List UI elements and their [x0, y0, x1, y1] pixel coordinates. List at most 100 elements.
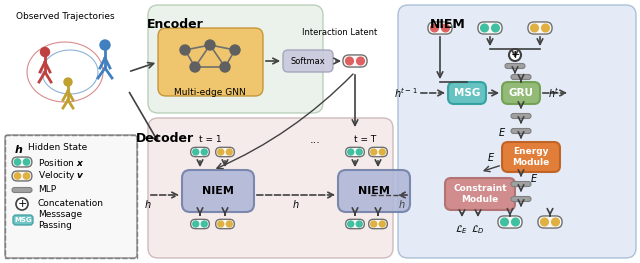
Text: +: + [510, 50, 520, 60]
FancyBboxPatch shape [216, 219, 234, 229]
Text: MSG: MSG [14, 217, 32, 223]
Text: t = T: t = T [354, 135, 376, 144]
Text: ...: ... [310, 135, 321, 145]
Text: Multi-edge GNN: Multi-edge GNN [174, 88, 246, 97]
Circle shape [64, 78, 72, 86]
Circle shape [371, 221, 377, 227]
Text: $E$: $E$ [530, 172, 538, 184]
Circle shape [500, 218, 508, 226]
Circle shape [356, 57, 364, 65]
FancyBboxPatch shape [428, 22, 452, 34]
Text: $h$: $h$ [398, 198, 406, 210]
Text: $E$: $E$ [487, 151, 495, 163]
FancyBboxPatch shape [191, 219, 209, 229]
Circle shape [481, 24, 488, 32]
Text: MSG: MSG [454, 88, 480, 98]
Text: t = 1: t = 1 [198, 135, 221, 144]
Circle shape [227, 221, 232, 227]
Circle shape [220, 62, 230, 72]
FancyBboxPatch shape [12, 171, 32, 181]
FancyBboxPatch shape [182, 170, 254, 212]
FancyBboxPatch shape [5, 135, 137, 258]
Circle shape [531, 24, 538, 32]
FancyBboxPatch shape [369, 219, 387, 229]
FancyBboxPatch shape [346, 219, 364, 229]
Circle shape [23, 173, 29, 179]
Text: $h^{t-1}$: $h^{t-1}$ [394, 86, 418, 100]
FancyBboxPatch shape [448, 82, 486, 104]
Circle shape [23, 159, 29, 165]
Text: $\boldsymbol{h}$: $\boldsymbol{h}$ [14, 143, 23, 155]
Text: $\mathcal{L}_E$: $\mathcal{L}_E$ [456, 223, 468, 236]
FancyBboxPatch shape [511, 74, 531, 79]
Text: Velocity $\boldsymbol{v}$: Velocity $\boldsymbol{v}$ [38, 169, 85, 183]
FancyBboxPatch shape [478, 22, 502, 34]
FancyBboxPatch shape [12, 188, 32, 193]
Text: Hidden State: Hidden State [28, 143, 87, 152]
FancyBboxPatch shape [502, 82, 540, 104]
Circle shape [193, 221, 199, 227]
Text: $E$: $E$ [498, 126, 506, 138]
FancyBboxPatch shape [511, 196, 531, 201]
FancyBboxPatch shape [538, 216, 562, 228]
FancyBboxPatch shape [13, 215, 33, 225]
Circle shape [442, 24, 449, 32]
Text: $h$: $h$ [292, 198, 300, 210]
FancyBboxPatch shape [398, 5, 636, 258]
FancyBboxPatch shape [369, 147, 387, 157]
Circle shape [218, 221, 224, 227]
Circle shape [14, 159, 20, 165]
FancyBboxPatch shape [12, 157, 32, 167]
FancyBboxPatch shape [528, 22, 552, 34]
Circle shape [348, 149, 354, 155]
FancyBboxPatch shape [445, 178, 515, 210]
Text: GRU: GRU [509, 88, 534, 98]
FancyBboxPatch shape [511, 181, 531, 186]
FancyBboxPatch shape [502, 142, 560, 172]
Circle shape [371, 149, 377, 155]
Circle shape [193, 149, 199, 155]
Text: MLP: MLP [38, 185, 56, 195]
Circle shape [227, 149, 232, 155]
Circle shape [218, 149, 224, 155]
FancyBboxPatch shape [148, 5, 323, 113]
Text: Encoder: Encoder [147, 18, 204, 31]
Text: +: + [17, 199, 27, 209]
FancyBboxPatch shape [338, 170, 410, 212]
Text: Energy
Module: Energy Module [513, 147, 550, 167]
Circle shape [431, 24, 438, 32]
Circle shape [348, 221, 354, 227]
Circle shape [100, 40, 110, 50]
Text: Decoder: Decoder [136, 132, 194, 145]
Circle shape [40, 48, 49, 57]
Circle shape [511, 218, 519, 226]
Text: Observed Trajectories: Observed Trajectories [16, 12, 115, 21]
Text: $h^{t}$: $h^{t}$ [548, 86, 560, 100]
Text: NIEM: NIEM [202, 186, 234, 196]
FancyBboxPatch shape [343, 55, 367, 67]
FancyBboxPatch shape [511, 129, 531, 134]
Text: Interaction Latent: Interaction Latent [302, 28, 378, 37]
FancyBboxPatch shape [511, 114, 531, 119]
Bar [5, 135, 137, 258]
Circle shape [190, 62, 200, 72]
FancyBboxPatch shape [346, 147, 364, 157]
Circle shape [346, 57, 353, 65]
Text: Concatenation: Concatenation [38, 200, 104, 209]
Circle shape [541, 24, 549, 32]
Circle shape [509, 49, 521, 61]
Text: NIEM: NIEM [430, 18, 466, 31]
Text: $\mathcal{L}_D$: $\mathcal{L}_D$ [471, 223, 485, 236]
Circle shape [356, 149, 362, 155]
Circle shape [201, 149, 207, 155]
Text: $h$: $h$ [144, 198, 152, 210]
Circle shape [492, 24, 499, 32]
Circle shape [552, 218, 559, 226]
Circle shape [14, 173, 20, 179]
Circle shape [201, 221, 207, 227]
Circle shape [16, 198, 28, 210]
Text: NIEM: NIEM [358, 186, 390, 196]
Text: Softmax: Softmax [291, 57, 325, 65]
Text: Messsage
Passing: Messsage Passing [38, 210, 82, 230]
FancyBboxPatch shape [505, 63, 525, 68]
